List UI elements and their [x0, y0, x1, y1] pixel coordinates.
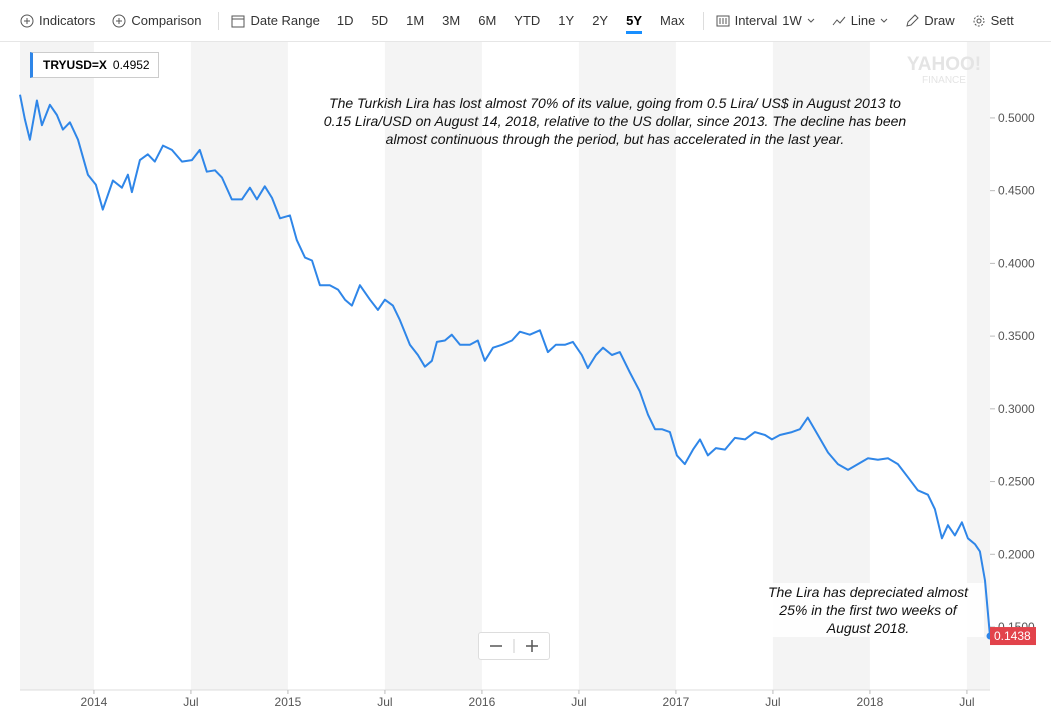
label: Date Range: [250, 13, 320, 28]
label: Interval: [734, 13, 778, 28]
y-tick-label: 0.4500: [998, 184, 1035, 198]
legend: TRYUSD=X 0.4952: [30, 52, 159, 78]
settings-button[interactable]: Sett: [972, 13, 1014, 28]
annotation: The Lira has depreciated almost 25% in t…: [752, 583, 984, 637]
value: 1W: [782, 13, 802, 28]
range-button[interactable]: 1M: [406, 13, 425, 28]
x-tick-label: Jul: [377, 695, 392, 709]
range-button[interactable]: Max: [660, 13, 685, 28]
zoom-icons: [490, 639, 538, 653]
x-tick-label: Jul: [959, 695, 974, 709]
annotation: The Turkish Lira has lost almost 70% of …: [323, 95, 907, 147]
shaded-band: [190, 42, 288, 690]
separator: [702, 11, 704, 30]
last-price-label: 0.1438: [994, 629, 1031, 643]
price-line: [19, 94, 991, 637]
y-tick-label: 0.3500: [998, 329, 1035, 343]
range-button[interactable]: 1Y: [558, 13, 575, 28]
y-tick-label: 0.3000: [998, 402, 1035, 416]
comparison-button[interactable]: Comparison: [112, 13, 201, 28]
separator: [218, 11, 220, 30]
y-tick-label: 0.5000: [998, 111, 1035, 125]
watermark: YAHOO!: [907, 54, 981, 75]
x-tick-label: Jul: [183, 695, 198, 709]
range-button[interactable]: YTD: [514, 13, 541, 28]
label: Line: [850, 13, 876, 28]
range-group: 1D 5D 1M 3M 6M YTD 1Y 2Y 5Y Max: [337, 7, 703, 34]
x-tick-label: Jul: [571, 695, 586, 709]
range-button[interactable]: 2Y: [592, 13, 609, 28]
range-button[interactable]: 6M: [478, 13, 497, 28]
y-tick-label: 0.2000: [998, 547, 1035, 561]
shaded-band: [966, 42, 990, 690]
x-tick-label: 2014: [81, 695, 108, 709]
shaded-band: [772, 42, 870, 690]
range-button[interactable]: 3M: [442, 13, 461, 28]
interval-button[interactable]: Interval 1W: [716, 13, 815, 28]
zoom-control: [478, 632, 550, 660]
label: Indicators: [39, 13, 96, 28]
label: Sett: [990, 13, 1014, 28]
draw-button[interactable]: Draw: [905, 13, 955, 28]
date-range-button[interactable]: Date Range: [231, 13, 320, 28]
shaded-band: [384, 42, 482, 690]
x-tick-label: 2017: [663, 695, 690, 709]
range-button[interactable]: 5Y: [626, 7, 642, 34]
x-tick-label: 2015: [275, 695, 302, 709]
label: Draw: [924, 13, 955, 28]
y-tick-label: 0.4000: [998, 256, 1035, 270]
line-button[interactable]: Line: [832, 13, 889, 28]
legend-name: TRYUSD=X: [43, 58, 107, 72]
indicators-button[interactable]: Indicators: [20, 13, 95, 28]
range-button[interactable]: 1D: [336, 13, 354, 28]
x-tick-label: 2018: [857, 695, 884, 709]
x-tick-label: 2016: [469, 695, 496, 709]
label: Comparison: [131, 13, 202, 28]
last-price-badge: [990, 627, 1036, 646]
x-tick-label: Jul: [765, 695, 780, 709]
watermark: FINANCE: [922, 75, 966, 86]
shaded-band: [20, 42, 94, 690]
toolbar: Indicators Comparison Date Range 1D 5D 1M 3…: [0, 0, 1051, 42]
y-tick-label: 0.2500: [998, 475, 1035, 489]
range-button[interactable]: 5D: [371, 13, 389, 28]
legend-value: 0.4952: [112, 58, 150, 72]
